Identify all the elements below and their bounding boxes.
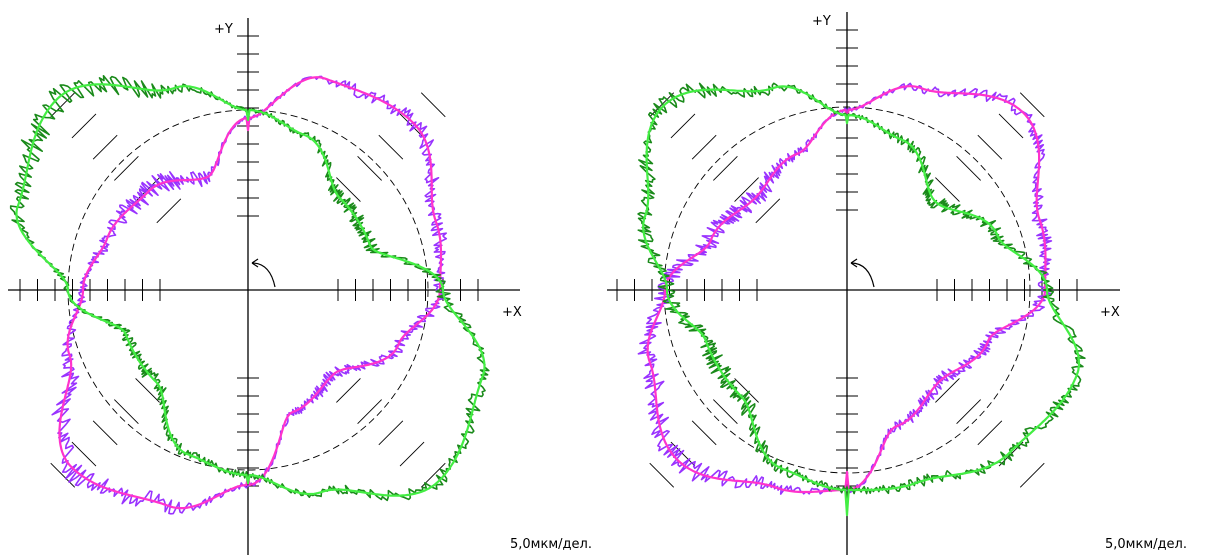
- hatch-mark: [691, 420, 717, 446]
- hatch-mark: [755, 198, 781, 224]
- hatch-mark: [649, 92, 675, 118]
- hatch-mark: [114, 156, 139, 181]
- y-axis-label: +Y: [812, 14, 831, 29]
- mean-trace: [15, 83, 486, 497]
- polar-plot-right: +Y +X 5,0мкм/дел.: [607, 12, 1187, 555]
- hatch-mark: [420, 92, 446, 118]
- hatch-mark: [977, 420, 1003, 446]
- mean-trace: [646, 85, 1047, 494]
- hatch-mark: [977, 134, 1003, 160]
- hatch-mark: [691, 134, 717, 160]
- hatch-mark: [956, 399, 981, 424]
- raw-trace: [51, 75, 448, 515]
- x-axis-label: +X: [502, 305, 522, 320]
- hatch-mark: [378, 420, 404, 446]
- hatch-mark: [734, 177, 759, 202]
- mean-trace: [642, 85, 1081, 517]
- hatch-mark: [713, 399, 738, 424]
- mean-trace: [58, 76, 443, 510]
- scale-label: 5,0мкм/дел.: [510, 537, 592, 552]
- scale-label: 5,0мкм/дел.: [1105, 537, 1187, 552]
- hatch-mark: [670, 441, 696, 467]
- rotation-arrow: [251, 262, 276, 288]
- hatch-mark: [114, 399, 139, 424]
- hatch-mark: [998, 113, 1024, 139]
- hatch-mark: [71, 113, 97, 139]
- hatch-mark: [956, 156, 981, 181]
- hatch-mark: [156, 198, 182, 224]
- hatch-mark: [935, 177, 960, 202]
- hatch-mark: [50, 92, 76, 118]
- x-axis-label: +X: [1100, 305, 1120, 320]
- hatch-mark: [713, 156, 738, 181]
- hatch-mark: [336, 378, 361, 403]
- hatch-mark: [357, 399, 382, 424]
- hatch-mark: [399, 441, 425, 467]
- hatch-mark: [378, 134, 404, 160]
- hatch-mark: [357, 156, 382, 181]
- hatch-mark: [935, 378, 960, 403]
- rotation-arrow-head: [850, 258, 858, 268]
- hatch-mark: [135, 378, 160, 403]
- hatch-mark: [92, 134, 118, 160]
- hatch-mark: [71, 441, 97, 467]
- hatch-mark: [649, 462, 675, 488]
- hatch-mark: [670, 113, 696, 139]
- hatch-mark: [336, 177, 361, 202]
- hatch-mark: [1019, 462, 1045, 488]
- hatch-mark: [92, 420, 118, 446]
- hatch-mark: [1019, 92, 1045, 118]
- hatch-mark: [734, 378, 759, 403]
- polar-plot-left: +Y +X 5,0мкм/дел.: [8, 18, 592, 555]
- hatch-mark: [50, 462, 76, 488]
- y-axis-label: +Y: [214, 22, 233, 37]
- rotation-arrow: [850, 262, 875, 288]
- rotation-arrow-head: [251, 258, 259, 268]
- raw-trace: [637, 82, 1086, 495]
